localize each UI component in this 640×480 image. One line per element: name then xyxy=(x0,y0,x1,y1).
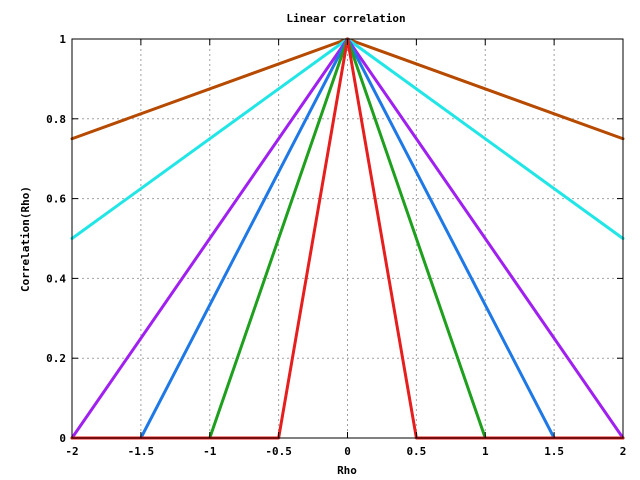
grid xyxy=(72,39,623,438)
y-tick-label: 0.4 xyxy=(46,272,66,285)
y-tick-label: 0.2 xyxy=(46,352,66,365)
plot-frame xyxy=(71,38,624,439)
x-tick-label: 1 xyxy=(482,445,489,458)
y-tick-label: 0.8 xyxy=(46,113,66,126)
x-tick-label: 1.5 xyxy=(544,445,564,458)
x-axis-label: Rho xyxy=(337,464,357,477)
series-line xyxy=(70,37,625,440)
series-line xyxy=(70,37,625,440)
y-tick-label: 1 xyxy=(59,33,66,46)
series-line xyxy=(70,37,625,141)
x-tick-label: 0 xyxy=(344,445,351,458)
series-group xyxy=(70,37,625,440)
x-tick-label: -0.5 xyxy=(265,445,292,458)
y-axis-label: Correlation(Rho) xyxy=(19,186,32,292)
x-tick-label: 0.5 xyxy=(406,445,426,458)
chart-title: Linear correlation xyxy=(286,12,405,25)
x-tick-labels: -2 -1.5 -1 -0.5 0 0.5 1 1.5 2 xyxy=(65,445,626,458)
series-line xyxy=(70,37,625,440)
series-line xyxy=(70,37,625,440)
y-tick-label: 0.6 xyxy=(46,193,66,206)
x-tick-label: 2 xyxy=(620,445,627,458)
ticks xyxy=(71,38,624,439)
x-tick-label: -1 xyxy=(203,445,217,458)
x-tick-label: -2 xyxy=(65,445,78,458)
y-tick-labels: 0 0.2 0.4 0.6 0.8 1 xyxy=(46,33,66,445)
series-line xyxy=(70,37,625,240)
x-tick-label: -1.5 xyxy=(128,445,155,458)
y-tick-label: 0 xyxy=(59,432,66,445)
